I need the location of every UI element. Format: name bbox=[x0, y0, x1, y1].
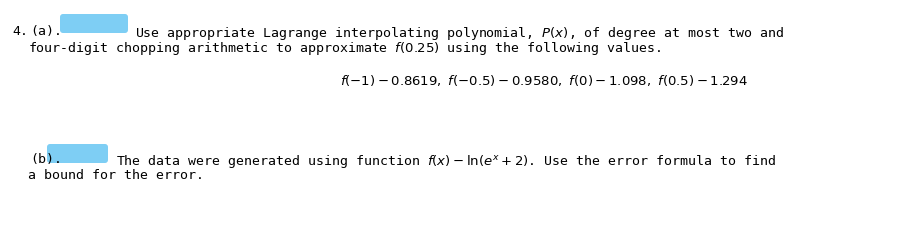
Text: Use appropriate Lagrange interpolating polynomial, $P(x)$, of degree at most two: Use appropriate Lagrange interpolating p… bbox=[135, 25, 784, 42]
Text: a bound for the error.: a bound for the error. bbox=[28, 168, 204, 181]
Text: (a).: (a). bbox=[30, 25, 62, 38]
Text: 4.: 4. bbox=[12, 25, 28, 38]
Text: The data were generated using function $f(x) - \ln(e^x + 2)$. Use the error form: The data were generated using function $… bbox=[116, 152, 776, 169]
Text: (b).: (b). bbox=[30, 152, 62, 165]
Text: $f(-1) - 0.8619,\ f(-0.5) - 0.9580,\ f(0) - 1.098,\ f(0.5) - 1.294$: $f(-1) - 0.8619,\ f(-0.5) - 0.9580,\ f(0… bbox=[340, 73, 748, 88]
Text: four-digit chopping arithmetic to approximate $f(0.25)$ using the following valu: four-digit chopping arithmetic to approx… bbox=[28, 40, 661, 57]
FancyBboxPatch shape bbox=[47, 144, 108, 163]
FancyBboxPatch shape bbox=[60, 15, 128, 34]
